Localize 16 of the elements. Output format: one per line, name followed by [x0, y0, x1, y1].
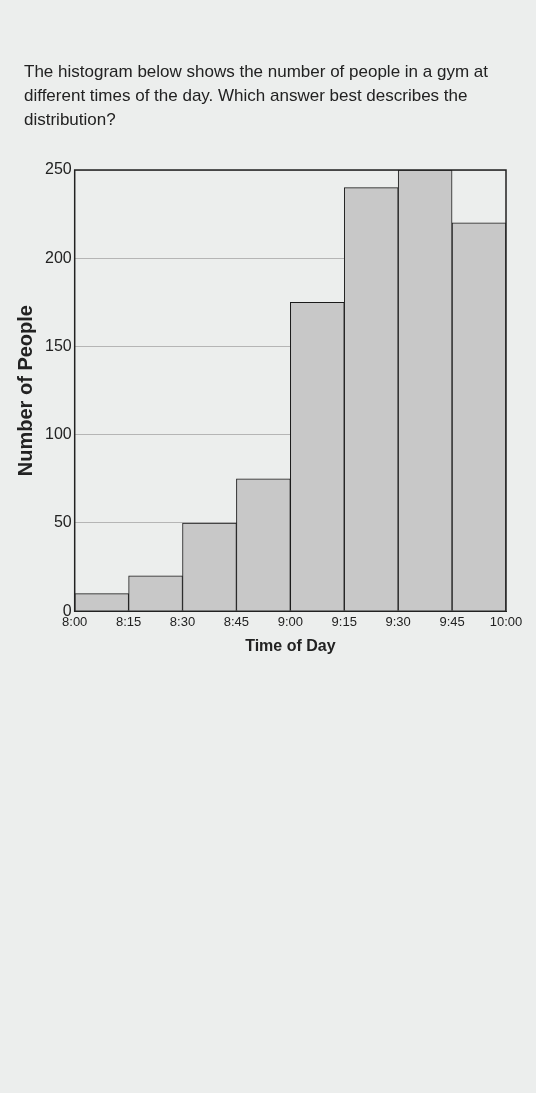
x-tick-label: 9:30 [385, 613, 411, 629]
x-tick-label: 8:45 [223, 613, 250, 629]
y-axis-title: Number of People [13, 305, 36, 477]
x-tick-label: 9:00 [277, 613, 303, 629]
x-tick-label: 9:45 [439, 613, 465, 629]
x-tick-label: 9:15 [331, 613, 357, 629]
y-tick-label: 250 [44, 160, 72, 178]
x-tick-label: 8:30 [169, 613, 196, 629]
y-tick-label: 100 [44, 425, 72, 443]
y-tick-label: 200 [44, 248, 72, 266]
x-tick-label: 10:00 [489, 613, 523, 629]
y-tick-label: 150 [44, 336, 72, 354]
x-axis-title: Time of Day [245, 636, 336, 654]
x-tick-label: 8:15 [115, 613, 142, 629]
chart-title: The histogram below shows the number of people in a gym at different times of the day. Which answer best describes the distribution? [24, 61, 489, 131]
y-tick-label: 50 [53, 513, 72, 531]
